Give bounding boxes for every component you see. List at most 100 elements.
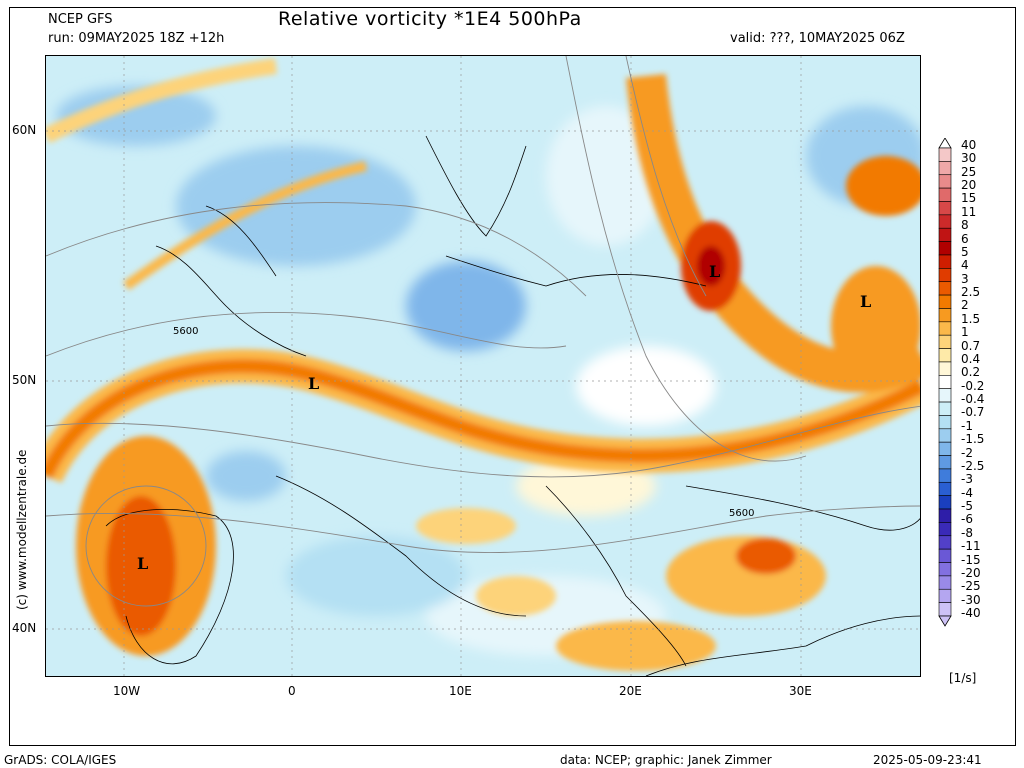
colorbar-bottom-arrow: [938, 615, 952, 627]
colorbar-level-label: 1.5: [961, 311, 981, 326]
contour-label-west: 5600: [173, 326, 199, 337]
colorbar-level-label: -1: [961, 418, 973, 433]
lon-label-20e: 20E: [619, 684, 642, 698]
colorbar-level-label: -20: [961, 565, 981, 580]
colorbar-swatch: [938, 161, 952, 176]
colorbar-level-label: 30: [961, 151, 977, 166]
colorbar-swatch: [938, 522, 952, 537]
field-patches: [56, 86, 920, 656]
colorbar-swatch: [938, 562, 952, 577]
colorbar-swatch: [938, 348, 952, 363]
colorbar-level-label: 1: [961, 325, 969, 340]
colorbar-level-label: 20: [961, 178, 977, 193]
colorbar-level-label: 15: [961, 191, 977, 206]
colorbar-swatch: [938, 481, 952, 496]
colorbar-level-label: -30: [961, 592, 981, 607]
vorticity-map: L L L L 5600 5600: [45, 55, 921, 677]
colorbar-swatch: [938, 602, 952, 617]
colorbar-level-label: 40: [961, 138, 977, 152]
colorbar-swatch: [938, 334, 952, 349]
colorbar-swatch: [938, 174, 952, 189]
low-iberia: L: [137, 554, 149, 573]
colorbar-top-arrow: [938, 138, 952, 149]
colorbar-swatch: [938, 214, 952, 229]
lat-label-40n: 40N: [12, 621, 37, 635]
colorbar-level-label: -3: [961, 472, 973, 487]
lon-label-30e: 30E: [789, 684, 812, 698]
colorbar-swatch: [938, 575, 952, 590]
footer-software: GrADS: COLA/IGES: [4, 753, 117, 767]
map-title: Relative vorticity *1E4 500hPa: [278, 8, 582, 30]
colorbar-swatch: [938, 495, 952, 510]
colorbar-level-label: 3: [961, 271, 969, 286]
height-contours: [46, 56, 920, 607]
colorbar-level-label: 0.2: [961, 365, 981, 380]
colorbar-swatch: [938, 468, 952, 483]
colorbar-level-label: 8: [961, 218, 969, 233]
colorbar-swatch: [938, 428, 952, 443]
colorbar-swatch: [938, 308, 952, 323]
colorbar-level-label: -8: [961, 525, 973, 540]
colorbar-swatch: [938, 294, 952, 309]
run-info: run: 09MAY2025 18Z +12h: [48, 31, 225, 46]
colorbar-level-label: 2.5: [961, 285, 981, 300]
low-france: L: [308, 374, 320, 393]
colorbar-swatch: [938, 268, 952, 283]
colorbar-level-label: -2.5: [961, 458, 985, 473]
footer-timestamp: 2025-05-09-23:41: [873, 753, 982, 767]
graticule: [46, 56, 920, 676]
credit-text: (c) www.modellzentrale.de: [15, 449, 29, 610]
colorbar-swatch: [938, 455, 952, 470]
colorbar-swatch: [938, 201, 952, 216]
colorbar-level-label: 5: [961, 244, 969, 259]
colorbar-swatch: [938, 321, 952, 336]
colorbar-level-label: 0.7: [961, 338, 981, 353]
colorbar-swatch: [938, 508, 952, 523]
colorbar-level-label: -5: [961, 499, 973, 514]
plot-frame: [9, 7, 1016, 746]
colorbar-level-label: -0.4: [961, 392, 985, 407]
colorbar: [938, 138, 952, 627]
colorbar-swatch: [938, 375, 952, 389]
model-name: NCEP GFS: [48, 12, 113, 27]
colorbar-level-label: -40: [961, 606, 981, 620]
map-svg: [46, 56, 920, 676]
colorbar-swatch: [938, 254, 952, 269]
units-label: [1/s]: [949, 671, 977, 685]
colorbar-swatch: [938, 415, 952, 430]
colorbar-level-label: -2: [961, 445, 973, 460]
colorbar-level-label: -1.5: [961, 432, 985, 447]
lon-label-0: 0: [288, 684, 296, 698]
lat-label-60n: 60N: [12, 123, 37, 137]
colorbar-swatch: [938, 548, 952, 563]
colorbar-level-label: -15: [961, 552, 981, 567]
contour-label-east: 5600: [729, 508, 755, 519]
valid-time: valid: ???, 10MAY2025 06Z: [730, 31, 905, 46]
colorbar-swatch: [938, 281, 952, 296]
lon-label-10e: 10E: [449, 684, 472, 698]
colorbar-level-label: 2: [961, 298, 969, 313]
colorbar-swatch: [938, 401, 952, 416]
lat-label-50n: 50N: [12, 373, 37, 387]
colorbar-swatch: [938, 187, 952, 202]
colorbar-swatch: [938, 588, 952, 603]
colorbar-swatch: [938, 241, 952, 256]
colorbar-swatch: [938, 535, 952, 550]
colorbar-level-label: -6: [961, 512, 973, 527]
colorbar-labels: 40 30 25 20 15 11 8 6 5 4 3 2.5 2 1.5 1 0.7 0.4 0.2 -0.2 -0…: [961, 138, 1011, 620]
colorbar-level-label: -11: [961, 539, 981, 554]
colorbar-level-label: -25: [961, 579, 981, 594]
colorbar-level-label: -0.7: [961, 405, 985, 420]
colorbar-level-label: 11: [961, 204, 977, 219]
colorbar-level-label: -4: [961, 485, 973, 500]
colorbar-swatch: [938, 147, 952, 162]
colorbar-level-label: 0.4: [961, 351, 981, 366]
colorbar-level-label: -0.2: [961, 378, 985, 393]
colorbar-swatch: [938, 388, 952, 403]
colorbar-swatch: [938, 227, 952, 242]
low-russia: L: [860, 292, 872, 311]
low-baltic: L: [709, 262, 721, 281]
colorbar-swatch: [938, 361, 952, 376]
colorbar-level-label: 4: [961, 258, 969, 273]
colorbar-level-label: 25: [961, 164, 977, 179]
